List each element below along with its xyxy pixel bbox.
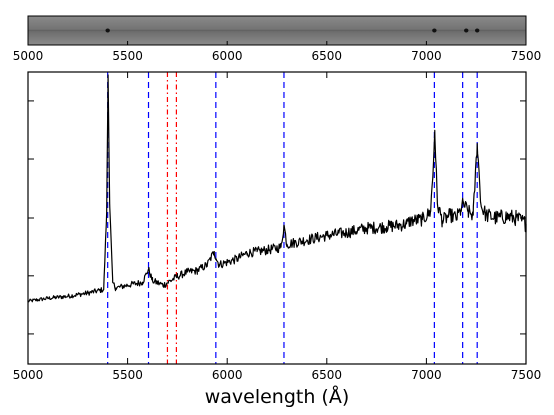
x-axis-title: wavelength (Å) xyxy=(205,385,350,408)
x-tick-label: 7000 xyxy=(411,368,442,382)
spectrum-image-frame xyxy=(27,15,527,46)
x-tick-label: 5500 xyxy=(112,368,143,382)
emission-spot xyxy=(432,28,437,33)
strip-x-tick-label: 5000 xyxy=(13,49,44,63)
strip-x-tick-label: 7500 xyxy=(511,49,542,63)
spectrum-image-panel: 5000 5500 6000 6500 7000 7500 xyxy=(13,15,542,63)
emission-spot xyxy=(105,28,110,33)
strip-x-tick-label: 6500 xyxy=(312,49,343,63)
strip-x-tick-label: 5500 xyxy=(112,49,143,63)
plot-area xyxy=(28,72,526,364)
x-tick-label: 6500 xyxy=(312,368,343,382)
strip-x-tick-label: 6000 xyxy=(212,49,243,63)
emission-spot xyxy=(464,28,469,33)
emission-spot xyxy=(474,28,480,33)
strip-x-tick-label: 7000 xyxy=(411,49,442,63)
spectrum-plot-panel: 5000 5500 6000 6500 7000 7500 wavelength (Å) xyxy=(13,71,542,408)
x-tick-label: 7500 xyxy=(511,368,542,382)
spectrum-series-line xyxy=(27,74,527,303)
x-tick-label: 6000 xyxy=(212,368,243,382)
x-tick-label: 5000 xyxy=(13,368,44,382)
